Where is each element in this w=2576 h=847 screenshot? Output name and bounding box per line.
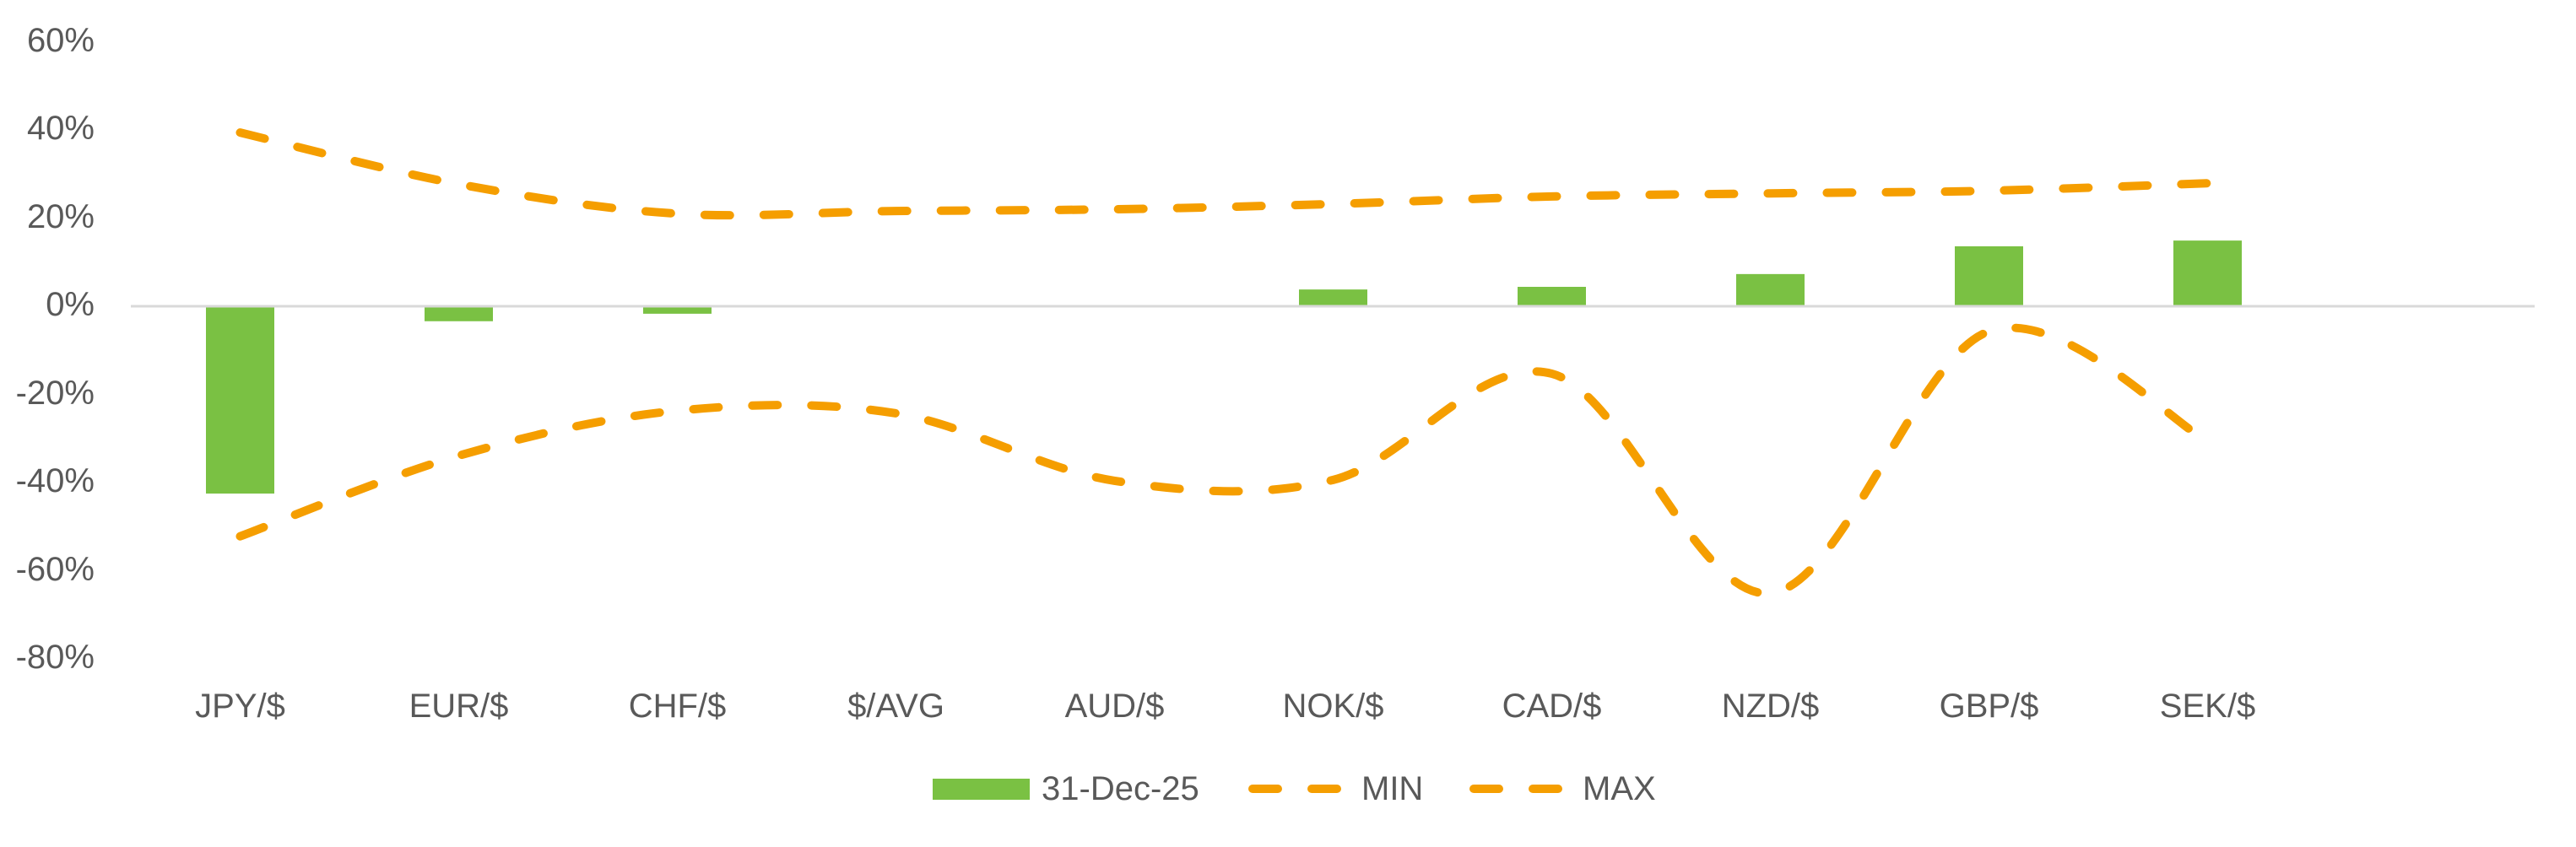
x-tick-label: SEK/$ (2159, 688, 2256, 725)
bar (425, 306, 493, 321)
legend-item-max: MAX (1469, 768, 1656, 810)
x-tick-label: AUD/$ (1064, 688, 1165, 725)
legend-item-min: MIN (1248, 768, 1423, 810)
bar (643, 306, 712, 314)
y-tick-label: 0% (46, 286, 95, 323)
dash-line-swatch-icon (1248, 785, 1341, 793)
bar (206, 306, 274, 494)
min-line-series (235, 323, 2212, 598)
x-tick-label: NZD/$ (1721, 688, 1820, 725)
bar (1518, 287, 1586, 306)
bar (1299, 289, 1367, 306)
x-tick-label: CAD/$ (1502, 688, 1602, 725)
bar (1736, 273, 1805, 306)
bar-series-31-dec-25 (206, 240, 2242, 494)
x-tick-label: JPY/$ (195, 688, 285, 725)
dash-line-swatch-icon (1469, 785, 1562, 793)
x-tick-label: NOK/$ (1282, 688, 1384, 725)
bar (2173, 240, 2242, 306)
y-tick-label: -40% (15, 462, 95, 499)
bar (1955, 245, 2023, 306)
legend-label: 31-Dec-25 (1042, 769, 1199, 807)
legend-label: MIN (1361, 769, 1424, 807)
y-tick-label: 40% (26, 110, 95, 147)
y-tick-label: -20% (15, 374, 95, 412)
x-tick-label: GBP/$ (1939, 688, 2039, 725)
bar-swatch-icon (933, 778, 1030, 800)
x-tick-label: $/AVG (847, 688, 944, 725)
x-tick-label: EUR/$ (409, 688, 509, 725)
chart-legend: 31-Dec-25 MIN MAX (0, 768, 2576, 810)
y-tick-label: -80% (15, 639, 95, 676)
legend-label: MAX (1583, 769, 1656, 807)
y-tick-label: 60% (26, 21, 95, 59)
max-line-series (235, 128, 2212, 220)
y-tick-label: -60% (15, 550, 95, 588)
legend-item-31-dec-25: 31-Dec-25 (933, 768, 1199, 810)
y-tick-label: 20% (26, 197, 95, 235)
x-tick-label: CHF/$ (628, 688, 727, 725)
